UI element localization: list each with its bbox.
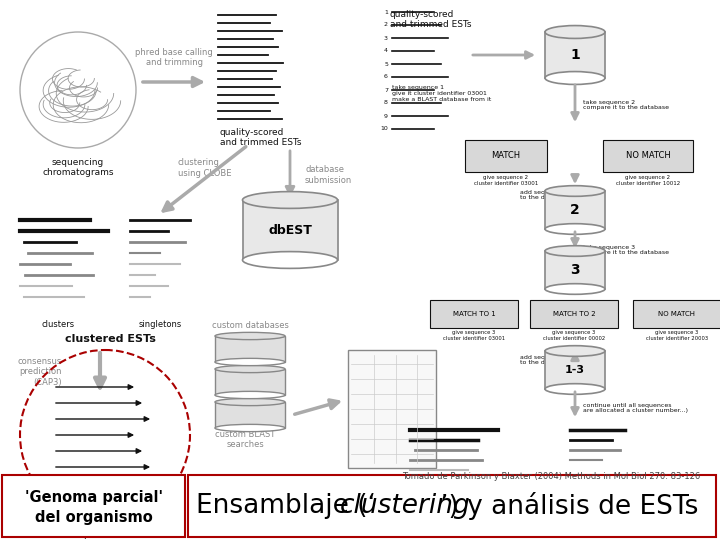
Bar	[545, 32, 605, 78]
Text: 7: 7	[384, 87, 388, 92]
Text: database
submission: database submission	[305, 165, 352, 185]
Text: MATCH TO 2: MATCH TO 2	[553, 311, 595, 317]
Text: quality-scored
and trimmed ESTs: quality-scored and trimmed ESTs	[220, 128, 302, 147]
Ellipse shape	[545, 72, 605, 84]
Ellipse shape	[545, 384, 605, 394]
Bar	[348, 350, 436, 468]
Bar	[215, 336, 285, 362]
Ellipse shape	[215, 399, 285, 406]
Text: custom BLAST
searches: custom BLAST searches	[215, 430, 275, 449]
Text: 'Genoma parcial': 'Genoma parcial'	[24, 490, 163, 505]
Text: give sequence 3
cluster identifier 20003: give sequence 3 cluster identifier 20003	[646, 330, 708, 341]
Ellipse shape	[215, 332, 285, 340]
Text: NO MATCH: NO MATCH	[659, 311, 696, 317]
Text: give sequence 2
cluster identifier 10012: give sequence 2 cluster identifier 10012	[616, 175, 680, 186]
Text: clustered ESTs: clustered ESTs	[464, 508, 555, 518]
Text: 5: 5	[384, 62, 388, 66]
Text: clusters: clusters	[42, 320, 75, 329]
Text: 1: 1	[570, 48, 580, 62]
Text: 4: 4	[384, 49, 388, 53]
Bar	[545, 191, 605, 229]
Ellipse shape	[215, 424, 285, 431]
Text: NO MATCH: NO MATCH	[626, 152, 670, 160]
Ellipse shape	[243, 192, 338, 208]
Text: singletons: singletons	[577, 475, 620, 484]
Bar	[215, 402, 285, 428]
Text: sequencing
chromatograms: sequencing chromatograms	[42, 158, 114, 178]
Bar	[215, 369, 285, 395]
Text: 8: 8	[384, 100, 388, 105]
Text: predicted
consensus sequences: predicted consensus sequences	[55, 530, 154, 540]
Text: 9: 9	[384, 113, 388, 118]
Text: add sequence 2
to the database: add sequence 2 to the database	[520, 190, 570, 200]
Text: clustering: clustering	[340, 493, 471, 519]
Text: consensus
prediction
(CAP3): consensus prediction (CAP3)	[18, 357, 62, 387]
Text: 3: 3	[570, 263, 580, 277]
Bar	[188, 475, 716, 537]
Text: 3: 3	[384, 36, 388, 40]
Text: take sequence 1
give it cluster identifier 03001
make a BLAST database from it: take sequence 1 give it cluster identifi…	[392, 85, 491, 102]
Text: 1-3: 1-3	[565, 365, 585, 375]
Text: clustered ESTs: clustered ESTs	[65, 334, 156, 344]
Bar	[465, 140, 547, 172]
Text: quality-scored
and trimmed ESTs: quality-scored and trimmed ESTs	[390, 10, 472, 29]
Text: Ensamblaje ('’: Ensamblaje ('’	[359, 493, 546, 519]
Bar	[243, 200, 338, 260]
Text: dbEST: dbEST	[268, 224, 312, 237]
Text: add sequence 3
to the database: add sequence 3 to the database	[520, 355, 570, 366]
Text: MATCH TO 1: MATCH TO 1	[453, 311, 495, 317]
Bar	[430, 300, 518, 328]
Ellipse shape	[545, 346, 605, 356]
Bar	[530, 300, 618, 328]
Text: 6: 6	[384, 75, 388, 79]
Bar	[545, 351, 605, 389]
Text: give sequence 3
cluster identifier 00002: give sequence 3 cluster identifier 00002	[543, 330, 605, 341]
Text: Ensamblaje (‘: Ensamblaje (‘	[196, 493, 376, 519]
Text: give sequence 3
cluster identifier 03001: give sequence 3 cluster identifier 03001	[443, 330, 505, 341]
Ellipse shape	[215, 392, 285, 399]
Text: continue until all sequences
are allocated a cluster number...): continue until all sequences are allocat…	[583, 403, 688, 414]
Text: phred base calling
and trimming: phred base calling and trimming	[135, 48, 213, 67]
Text: 10: 10	[380, 126, 388, 132]
Bar	[603, 140, 693, 172]
Bar	[633, 300, 720, 328]
Ellipse shape	[545, 25, 605, 38]
Text: 1: 1	[384, 10, 388, 15]
Ellipse shape	[215, 366, 285, 373]
Text: give sequence 2
cluster identifier 03001: give sequence 2 cluster identifier 03001	[474, 175, 538, 186]
Ellipse shape	[215, 359, 285, 366]
Ellipse shape	[545, 284, 605, 294]
Text: 2: 2	[570, 203, 580, 217]
Text: del organismo: del organismo	[35, 510, 153, 525]
Ellipse shape	[243, 252, 338, 268]
Ellipse shape	[545, 186, 605, 197]
Text: clusters: clusters	[438, 495, 471, 504]
Text: ’) y análisis de ESTs: ’) y análisis de ESTs	[440, 492, 698, 520]
Ellipse shape	[545, 246, 605, 256]
Text: singletons: singletons	[138, 320, 181, 329]
Text: MATCH: MATCH	[492, 152, 521, 160]
Text: take sequence 2
compare it to the database: take sequence 2 compare it to the databa…	[583, 99, 669, 110]
Text: html page of
BLAST analyses: html page of BLAST analyses	[356, 476, 428, 495]
Bar	[545, 251, 605, 289]
Text: Tomado de Parkinson y Blaxter (2004) Methods in Mol Biol 270: 83-126: Tomado de Parkinson y Blaxter (2004) Met…	[402, 472, 700, 481]
Bar	[2, 475, 185, 537]
Ellipse shape	[545, 224, 605, 234]
Text: take sequence 3
compare it to the database: take sequence 3 compare it to the databa…	[583, 245, 669, 255]
Text: custom databases: custom databases	[212, 321, 289, 330]
Text: 2: 2	[384, 23, 388, 28]
Text: clustering
using CLOBE: clustering using CLOBE	[178, 158, 232, 178]
